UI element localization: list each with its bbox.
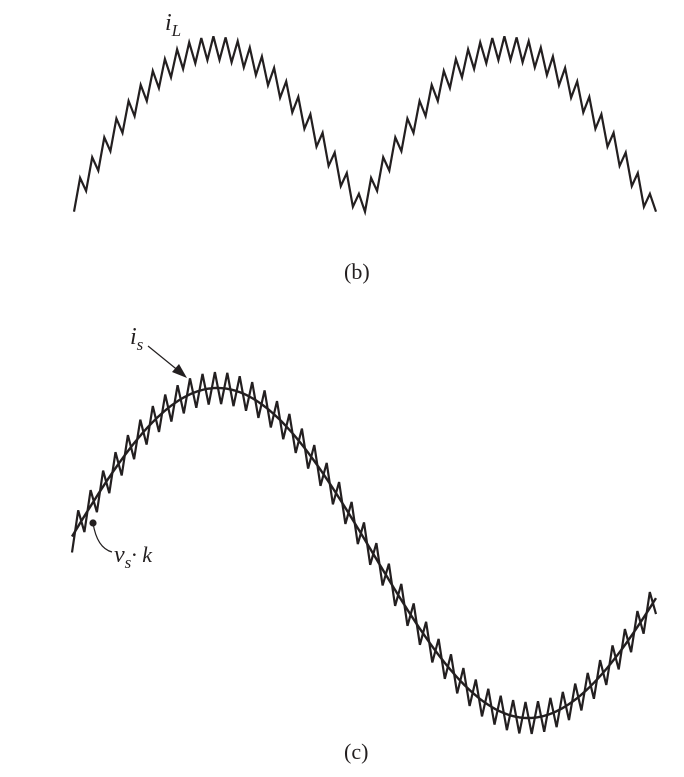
caption-c: (c) (344, 739, 368, 764)
line-current-waveform (70, 371, 658, 735)
panel-c: is vs· k (c) (70, 324, 658, 764)
line-current-label: is (130, 324, 144, 354)
reference-leader-line (92, 522, 113, 553)
reference-sine-wave (70, 386, 658, 720)
reference-label: vs· k (114, 542, 153, 572)
line-current-arrow-shaft (147, 345, 181, 373)
panel-b: iL (b) (72, 10, 658, 284)
line-current-arrowhead (172, 364, 187, 378)
caption-b: (b) (344, 259, 370, 284)
inductor-current-waveform (72, 36, 658, 217)
inductor-current-label: iL (165, 10, 181, 40)
